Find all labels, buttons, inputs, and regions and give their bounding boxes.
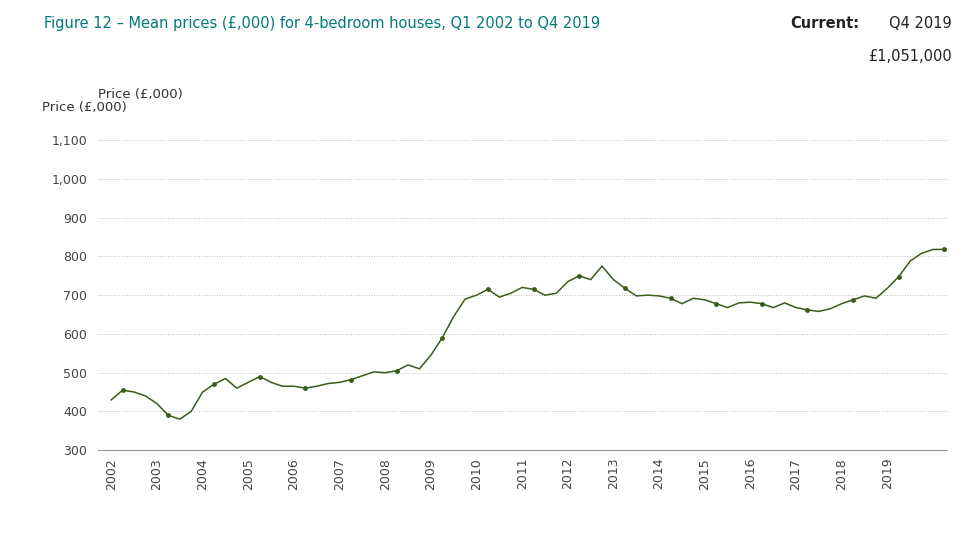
Text: Price (£,000): Price (£,000)	[98, 88, 183, 101]
Text: Current:: Current:	[790, 16, 859, 31]
Text: £1,051,000: £1,051,000	[868, 49, 952, 64]
Text: Price (£,000): Price (£,000)	[42, 101, 127, 114]
Text: Q4 2019: Q4 2019	[889, 16, 952, 31]
Text: Figure 12 – Mean prices (£,000) for 4-bedroom houses, Q1 2002 to Q4 2019: Figure 12 – Mean prices (£,000) for 4-be…	[44, 16, 600, 31]
